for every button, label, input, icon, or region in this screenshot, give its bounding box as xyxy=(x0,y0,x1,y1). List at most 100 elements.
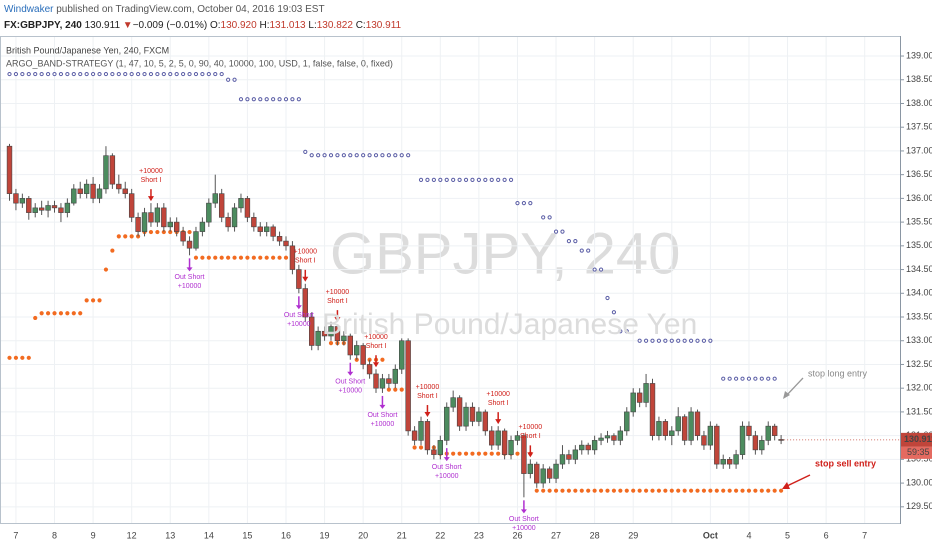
y-tick-label: 134.500 xyxy=(906,264,932,274)
upper-band-dot xyxy=(316,153,321,158)
lower-band-dot xyxy=(7,355,12,360)
upper-band-dot xyxy=(97,71,102,77)
upper-band-dot xyxy=(766,376,771,381)
entry-arrowhead xyxy=(147,196,154,202)
upper-band-dot xyxy=(566,238,572,244)
x-tick-label: 13 xyxy=(165,530,175,540)
lower-band-dot xyxy=(399,387,404,392)
candle-body xyxy=(161,207,167,228)
lower-band-dot xyxy=(206,255,211,260)
last: 130.911 xyxy=(85,20,121,31)
lower-band-dot xyxy=(418,445,424,450)
upper-band-dot xyxy=(444,177,449,182)
h-value: 131.013 xyxy=(269,20,306,31)
candle-body xyxy=(90,183,96,199)
upper-band-dot xyxy=(341,153,346,158)
published: published on TradingView.com, October 04… xyxy=(56,4,324,15)
candle-body xyxy=(186,240,193,249)
upper-band-dot xyxy=(508,177,514,182)
candle-body xyxy=(212,193,218,204)
candle-body xyxy=(71,188,77,204)
candle-body xyxy=(373,373,379,389)
upper-band-dot xyxy=(772,376,777,381)
upper-band-dot xyxy=(226,77,231,82)
candle-body xyxy=(135,217,141,232)
upper-band-dot xyxy=(476,177,481,182)
lower-band-dot xyxy=(695,488,700,493)
candle-body xyxy=(675,416,681,432)
x-tick-label: 15 xyxy=(242,530,252,540)
y-tick-label: 133.000 xyxy=(906,335,932,345)
lower-band-dot xyxy=(553,488,559,493)
lower-band-dot xyxy=(123,234,128,239)
lower-band-dot xyxy=(52,311,57,316)
author[interactable]: Windwaker xyxy=(4,4,54,15)
upper-band-dot xyxy=(277,97,282,102)
x-tick-label: 7 xyxy=(13,530,18,540)
upper-band-dot xyxy=(457,177,462,182)
entry-arrowhead xyxy=(527,452,534,458)
candle-body xyxy=(148,212,154,223)
upper-band-dot xyxy=(624,329,629,334)
lower-band-dot xyxy=(688,488,694,493)
x-tick-label: 21 xyxy=(397,530,407,540)
candle-body xyxy=(624,411,630,432)
x-tick-label: 14 xyxy=(204,530,214,540)
lower-band-dot xyxy=(637,488,642,493)
candle-body xyxy=(386,378,392,384)
lower-band-dot xyxy=(97,298,102,303)
lower-band-dot xyxy=(489,451,494,456)
exit-label: +10000 xyxy=(339,388,363,395)
candle-body xyxy=(13,193,19,204)
lower-band-dot xyxy=(90,298,96,303)
candle-body xyxy=(257,226,263,232)
lower-band-dot xyxy=(560,488,565,493)
candle-body xyxy=(765,425,771,441)
upper-band-dot xyxy=(84,71,89,77)
lower-band-dot xyxy=(721,488,726,493)
candle-body xyxy=(173,221,180,232)
entry-label: +10000 xyxy=(519,424,543,431)
upper-band-dot xyxy=(187,71,192,77)
lower-band-dot xyxy=(110,248,115,253)
candle-body xyxy=(276,236,283,242)
price-tag-label: 130.911 xyxy=(904,434,932,444)
lower-band-dot xyxy=(740,488,745,493)
upper-band-dot xyxy=(688,338,694,343)
upper-band-dot xyxy=(90,71,96,77)
lower-band-dot xyxy=(470,451,475,456)
candle-body xyxy=(51,205,58,209)
upper-band-dot xyxy=(541,215,546,220)
lower-band-dot xyxy=(476,451,481,456)
upper-band-dot xyxy=(206,71,211,77)
countdown-label: 59:35 xyxy=(907,447,930,457)
candle-body xyxy=(6,145,13,194)
upper-band-dot xyxy=(123,71,128,77)
x-tick-label: 19 xyxy=(320,530,330,540)
entry-label: Short I xyxy=(141,177,162,184)
lower-band-dot xyxy=(676,488,681,493)
candle-body xyxy=(399,340,405,370)
y-tick-label: 139.000 xyxy=(906,50,932,60)
candle-body xyxy=(636,392,643,403)
entry-arrowhead xyxy=(334,317,341,323)
lower-band-dot xyxy=(463,451,469,456)
upper-band-dot xyxy=(618,329,623,334)
candle-body xyxy=(296,269,302,289)
upper-band-dot xyxy=(155,71,160,77)
lower-band-dot xyxy=(328,341,334,346)
lower-band-dot xyxy=(682,488,687,493)
upper-band-dot xyxy=(264,97,269,102)
lower-band-dot xyxy=(129,234,134,239)
upper-band-dot xyxy=(592,267,597,272)
lower-band-dot xyxy=(200,255,205,260)
exit-label: +10000 xyxy=(371,421,395,428)
o: O: xyxy=(210,20,221,31)
y-tick-label: 135.000 xyxy=(906,240,932,250)
candle-body xyxy=(154,207,161,223)
lower-band-dot xyxy=(643,488,649,493)
upper-band-dot xyxy=(303,149,308,154)
upper-band-dot xyxy=(682,338,687,343)
lower-band-dot xyxy=(779,488,784,493)
